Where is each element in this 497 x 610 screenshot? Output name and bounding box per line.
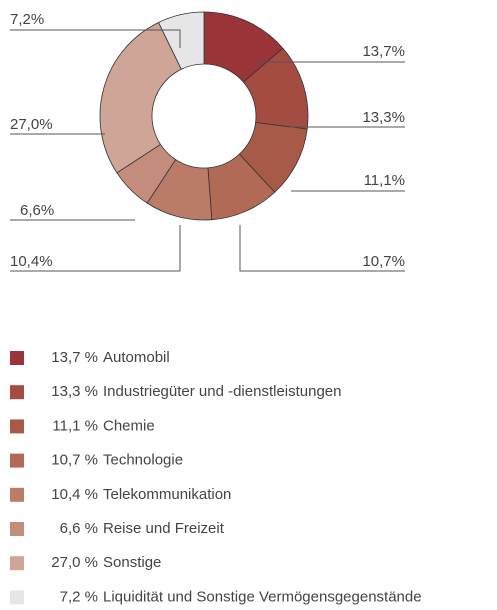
legend-value: 11,1 %: [52, 417, 98, 434]
legend-value: 7,2 %: [60, 588, 98, 605]
legend-label: Technologie: [103, 452, 183, 469]
legend-label: Telekommunikation: [103, 486, 231, 503]
value-label: 7,2%: [10, 11, 44, 28]
value-label: 10,7%: [362, 253, 405, 270]
legend-label: Liquidität und Sonstige Vermögensgegenst…: [103, 588, 422, 605]
donut-segment: [158, 11, 205, 70]
legend-value: 13,7 %: [51, 349, 98, 366]
legend-swatch: [10, 487, 24, 502]
leader-line: [239, 225, 405, 272]
legend-value: 10,4 %: [51, 486, 98, 503]
donut-segment: [99, 21, 182, 174]
legend-label: Reise und Freizeit: [103, 520, 225, 537]
legend-swatch: [10, 385, 24, 400]
legend-label: Chemie: [103, 417, 155, 434]
legend-swatch: [10, 453, 24, 468]
legend-swatch: [10, 419, 24, 434]
value-label: 27,0%: [10, 116, 53, 133]
legend-label: Automobil: [103, 349, 170, 366]
value-label: 11,1%: [364, 172, 405, 189]
value-label: 10,4%: [10, 253, 53, 270]
legend-value: 27,0 %: [51, 554, 98, 571]
legend-swatch: [10, 351, 24, 365]
legend-value: 13,3 %: [51, 383, 98, 400]
leader-line: [10, 29, 181, 48]
value-label: 6,6%: [20, 202, 54, 219]
legend-value: 6,6 %: [60, 520, 98, 537]
value-label: 13,7%: [362, 43, 405, 60]
value-label: 13,3%: [362, 109, 405, 126]
legend-swatch: [10, 556, 24, 571]
leader-line: [10, 225, 181, 272]
legend-swatch: [10, 590, 24, 605]
legend-label: Industriegüter und -dienstleistungen: [103, 383, 342, 400]
legend-label: Sonstige: [103, 554, 161, 571]
legend-value: 10,7 %: [51, 452, 98, 469]
legend-swatch: [10, 522, 24, 536]
